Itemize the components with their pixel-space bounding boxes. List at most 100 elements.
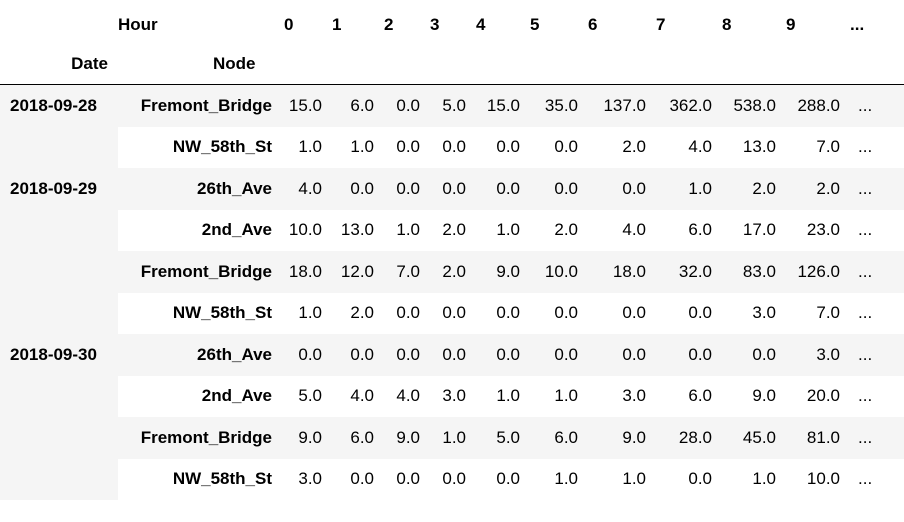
node-index-cell: Fremont_Bridge: [118, 251, 282, 293]
value-cell: 5.0: [474, 417, 528, 459]
value-cell: 10.0: [784, 458, 848, 500]
value-cell: 0.0: [382, 458, 428, 500]
value-cell: 10.0: [282, 209, 330, 251]
column-header-ellipsis: ...: [850, 15, 865, 34]
value-cell: 6.0: [330, 84, 382, 127]
value-cell: 4.0: [382, 375, 428, 417]
value-cell: 0.0: [330, 458, 382, 500]
value-cell: 0.0: [474, 458, 528, 500]
node-index-cell: NW_58th_St: [118, 292, 282, 334]
column-header-row: Hour 0 1 2 3 4 5 6 7 8 9 ...: [0, 0, 904, 44]
header-spacer: [848, 44, 904, 85]
date-index-cell: 2018-09-30: [0, 334, 118, 500]
table-row: Fremont_Bridge 9.0 6.0 9.0 1.0 5.0 6.0 9.0 28.0 4…: [0, 417, 904, 459]
value-cell: 4.0: [654, 126, 720, 168]
column-header: 4: [476, 15, 486, 34]
value-cell: 0.0: [474, 126, 528, 168]
node-index-cell: 2nd_Ave: [118, 209, 282, 251]
value-cell: 538.0: [720, 84, 784, 127]
value-cell: 9.0: [382, 417, 428, 459]
date-index-cell: 2018-09-29: [0, 168, 118, 334]
value-cell: 0.0: [474, 292, 528, 334]
value-cell: 0.0: [428, 168, 474, 210]
table-body: 2018-09-28 Fremont_Bridge 15.0 6.0 0.0 5.0 15.…: [0, 84, 904, 500]
value-cell: 0.0: [586, 334, 654, 376]
value-cell: 3.0: [282, 458, 330, 500]
table-row: 2018-09-29 26th_Ave 4.0 0.0 0.0 0.0 0.0 0.0 0.0 1…: [0, 168, 904, 334]
node-index-cell: Fremont_Bridge: [118, 84, 282, 127]
value-cell: 1.0: [382, 209, 428, 251]
table-row: 2018-09-30 26th_Ave 0.0 0.0 0.0 0.0 0.0 0.0 0.0 0…: [0, 334, 904, 500]
value-cell: 0.0: [586, 168, 654, 210]
table-row: NW_58th_St 1.0 2.0 0.0 0.0 0.0 0.0 0.0 0.0 3.0 7.0…: [0, 292, 904, 334]
value-cell: 45.0: [720, 417, 784, 459]
value-cell: 7.0: [784, 292, 848, 334]
value-cell: 18.0: [282, 251, 330, 293]
value-cell: 0.0: [528, 292, 586, 334]
value-cell: 0.0: [382, 84, 428, 127]
value-cell: 7.0: [784, 126, 848, 168]
ellipsis-cell: ...: [848, 417, 904, 459]
value-cell: 2.0: [428, 209, 474, 251]
value-cell: 0.0: [586, 292, 654, 334]
value-cell: 1.0: [586, 458, 654, 500]
header-spacer: [330, 44, 382, 85]
value-cell: 83.0: [720, 251, 784, 293]
column-header: 7: [656, 15, 666, 34]
value-cell: 2.0: [784, 168, 848, 210]
value-cell: 0.0: [428, 292, 474, 334]
value-cell: 10.0: [528, 251, 586, 293]
value-cell: 13.0: [330, 209, 382, 251]
header-spacer: [0, 0, 118, 44]
value-cell: 9.0: [474, 251, 528, 293]
value-cell: 0.0: [720, 334, 784, 376]
date-index-cell: 2018-09-28: [0, 84, 118, 168]
header-spacer: [474, 44, 528, 85]
ellipsis-cell: ...: [848, 334, 904, 376]
node-index-cell: 26th_Ave: [118, 168, 282, 210]
value-cell: 0.0: [282, 334, 330, 376]
ellipsis-cell: ...: [848, 84, 904, 127]
value-cell: 288.0: [784, 84, 848, 127]
columns-name-label: Hour: [118, 15, 158, 34]
table-row: Fremont_Bridge 18.0 12.0 7.0 2.0 9.0 10.0 18.0 3…: [0, 251, 904, 293]
value-cell: 0.0: [382, 292, 428, 334]
header-spacer: [282, 44, 330, 85]
value-cell: 7.0: [382, 251, 428, 293]
value-cell: 1.0: [528, 458, 586, 500]
value-cell: 4.0: [330, 375, 382, 417]
ellipsis-cell: ...: [848, 375, 904, 417]
value-cell: 1.0: [282, 292, 330, 334]
value-cell: 6.0: [330, 417, 382, 459]
value-cell: 362.0: [654, 84, 720, 127]
value-cell: 2.0: [586, 126, 654, 168]
value-cell: 0.0: [330, 334, 382, 376]
node-index-cell: NW_58th_St: [118, 126, 282, 168]
column-header: 0: [284, 15, 294, 34]
value-cell: 1.0: [528, 375, 586, 417]
value-cell: 18.0: [586, 251, 654, 293]
ellipsis-cell: ...: [848, 209, 904, 251]
value-cell: 20.0: [784, 375, 848, 417]
value-cell: 1.0: [654, 168, 720, 210]
value-cell: 0.0: [428, 126, 474, 168]
header-spacer: [654, 44, 720, 85]
header-spacer: [428, 44, 474, 85]
value-cell: 0.0: [382, 126, 428, 168]
value-cell: 2.0: [428, 251, 474, 293]
value-cell: 15.0: [474, 84, 528, 127]
column-header: 9: [786, 15, 796, 34]
value-cell: 4.0: [282, 168, 330, 210]
column-header: 6: [588, 15, 598, 34]
value-cell: 5.0: [428, 84, 474, 127]
value-cell: 0.0: [528, 126, 586, 168]
value-cell: 3.0: [784, 334, 848, 376]
table-header: Hour 0 1 2 3 4 5 6 7 8 9 ... Date Node: [0, 0, 904, 85]
node-index-cell: Fremont_Bridge: [118, 417, 282, 459]
value-cell: 6.0: [654, 209, 720, 251]
value-cell: 9.0: [586, 417, 654, 459]
index-name-date: Date: [0, 44, 118, 85]
ellipsis-cell: ...: [848, 168, 904, 210]
value-cell: 9.0: [720, 375, 784, 417]
value-cell: 3.0: [428, 375, 474, 417]
